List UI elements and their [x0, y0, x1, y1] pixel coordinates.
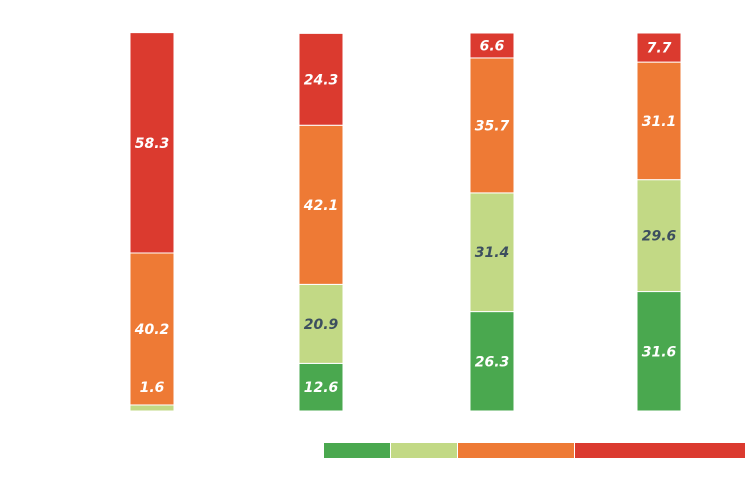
bar-segment [469, 57, 515, 194]
data-label: 31.6 [642, 344, 677, 360]
legend-swatch [324, 443, 390, 458]
bar-segment [636, 61, 682, 181]
bar-segment [636, 32, 682, 63]
data-labels-group: 1.6 40.2 58.3 12.6 20.9 42.1 24.3 26.3 31.4 35.7 6… [134, 38, 677, 396]
bar-segment [636, 179, 682, 293]
bar-segment [469, 32, 515, 59]
bar-segment [469, 311, 515, 412]
data-label: 42.1 [303, 198, 339, 214]
bar-segment [129, 252, 175, 406]
data-label: 24.3 [304, 72, 339, 88]
bar-segment [636, 291, 682, 412]
legend [324, 443, 745, 458]
data-label: 1.6 [140, 380, 165, 396]
data-label: 6.6 [480, 38, 505, 54]
bar-segment [129, 404, 175, 412]
bar-segment [129, 32, 175, 254]
bar-segment [298, 124, 344, 285]
data-label: 31.1 [642, 114, 677, 130]
legend-swatch [458, 443, 574, 458]
data-label: 29.6 [642, 229, 677, 245]
bar-segment [298, 283, 344, 364]
data-label: 20.9 [304, 317, 339, 333]
data-label: 35.7 [475, 118, 510, 134]
data-label: 7.7 [647, 41, 672, 57]
legend-swatch [575, 443, 745, 458]
data-label: 58.3 [135, 136, 170, 152]
data-label: 31.4 [475, 245, 510, 261]
data-label: 12.6 [304, 380, 339, 396]
data-label: 26.3 [475, 354, 510, 370]
bar-segment [298, 32, 344, 126]
data-label: 40.2 [134, 322, 170, 338]
bars-group [129, 32, 682, 412]
legend-swatch [391, 443, 457, 458]
bar-segment [469, 192, 515, 313]
